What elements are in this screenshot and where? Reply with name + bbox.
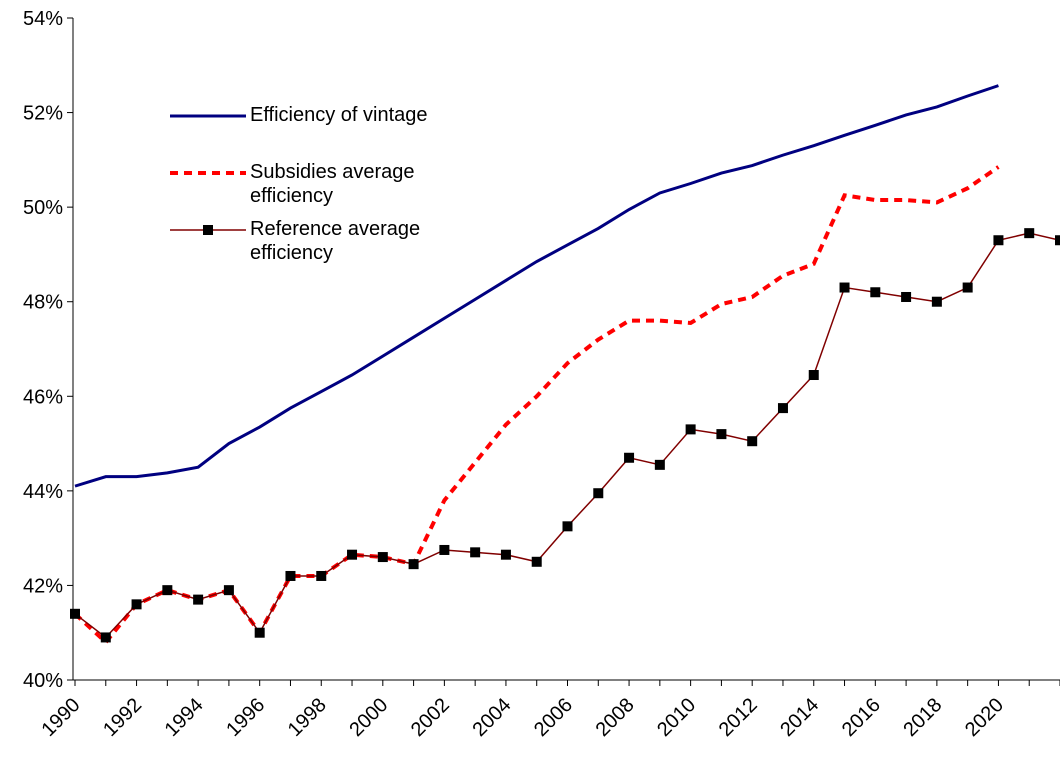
- x-tick-label: 1998: [284, 694, 331, 741]
- x-tick-label: 2008: [592, 694, 639, 741]
- legend-label: Reference average efficiency: [250, 218, 421, 264]
- marker: [901, 291, 912, 302]
- marker: [131, 599, 142, 610]
- marker: [316, 570, 327, 581]
- marker: [839, 282, 850, 293]
- legend-label: Efficiency of vintage: [250, 104, 428, 126]
- marker: [654, 459, 665, 470]
- marker: [193, 594, 204, 605]
- y-tick-label: 44%: [23, 481, 63, 503]
- marker: [593, 488, 604, 499]
- y-tick-label: 42%: [23, 575, 63, 597]
- x-tick-label: 2012: [715, 694, 762, 741]
- marker: [70, 608, 80, 619]
- y-tick-label: 50%: [23, 197, 63, 219]
- marker: [808, 370, 819, 381]
- marker: [1055, 235, 1060, 246]
- x-tick-label: 2000: [345, 694, 392, 741]
- legend-marker: [203, 225, 213, 235]
- series-line: [74, 84, 999, 488]
- series-line: [74, 232, 1060, 639]
- marker: [285, 570, 296, 581]
- x-tick-label: 1990: [38, 694, 85, 741]
- x-tick-label: 2020: [961, 694, 1008, 741]
- marker: [223, 585, 234, 596]
- marker: [254, 627, 265, 638]
- y-tick-label: 48%: [23, 292, 63, 314]
- y-tick-label: 46%: [23, 386, 63, 408]
- marker: [931, 296, 942, 307]
- marker: [531, 556, 542, 567]
- x-tick-label: 1996: [222, 694, 269, 741]
- marker: [624, 452, 635, 463]
- x-tick-label: 1994: [161, 694, 208, 741]
- marker: [162, 585, 173, 596]
- marker: [347, 549, 358, 560]
- x-tick-label: 2002: [407, 694, 454, 741]
- x-tick-label: 2014: [776, 694, 823, 741]
- x-tick-label: 2016: [838, 694, 885, 741]
- marker: [747, 436, 758, 447]
- marker: [993, 235, 1004, 246]
- x-tick-label: 2010: [653, 694, 700, 741]
- marker: [1024, 228, 1035, 239]
- y-tick-label: 54%: [23, 8, 63, 30]
- legend-label: Subsidies average efficiency: [250, 161, 415, 207]
- series-line: [73, 165, 1000, 646]
- marker: [500, 549, 511, 560]
- marker: [685, 424, 696, 435]
- x-tick-label: 2004: [468, 694, 515, 741]
- x-tick-label: 2018: [899, 694, 946, 741]
- marker: [962, 282, 973, 293]
- marker: [377, 552, 388, 563]
- marker: [777, 403, 788, 414]
- marker: [100, 632, 111, 643]
- marker: [562, 521, 573, 532]
- marker: [408, 559, 419, 570]
- marker: [870, 287, 881, 298]
- x-tick-label: 1992: [99, 694, 146, 741]
- x-tick-label: 2006: [530, 694, 577, 741]
- y-tick-label: 40%: [23, 670, 63, 692]
- marker: [470, 547, 481, 558]
- marker: [439, 544, 450, 555]
- marker: [716, 429, 727, 440]
- y-tick-label: 52%: [23, 103, 63, 125]
